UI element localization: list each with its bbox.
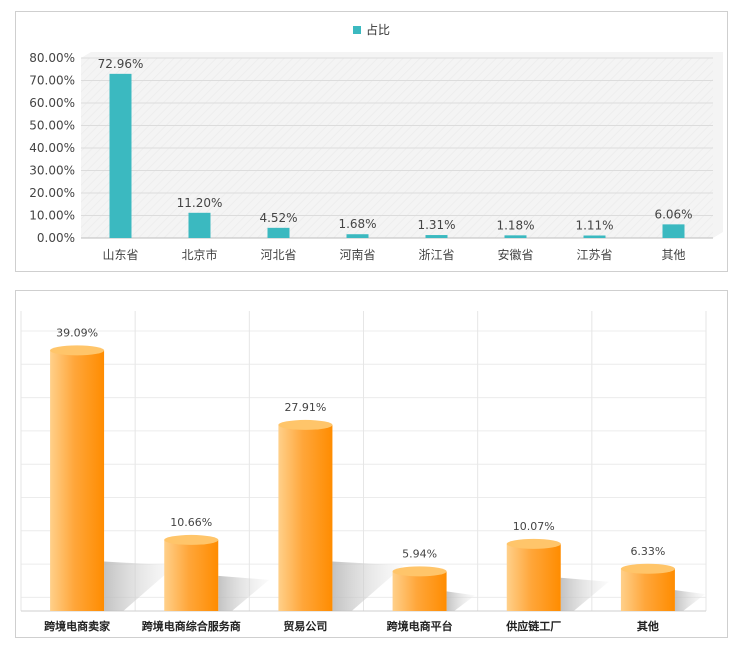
bar-其他 [620, 568, 675, 611]
y-tick-label: 70.00% [29, 74, 75, 88]
bar-shadow [560, 577, 609, 611]
bar-shadow [104, 561, 176, 611]
legend-swatch [353, 26, 361, 34]
x-tick-label: 跨境电商卖家 [44, 619, 111, 633]
bar-cap [164, 534, 219, 545]
province-share-chart: 0.00% 10.00% 20.00% 30.00% 40.00% 50.00% 60.00… [15, 11, 728, 272]
x-tick-label: 河南省 [339, 247, 375, 262]
x-tick-label: 其他 [661, 248, 685, 262]
y-tick-label: 80.00% [29, 51, 75, 65]
bar-shadow [332, 561, 404, 611]
data-label: 1.68% [338, 217, 376, 231]
bar-安徽省 [504, 235, 527, 238]
bar-shadow [446, 591, 475, 611]
bar-河北省 [267, 227, 290, 238]
bar-cap [506, 538, 561, 549]
data-label: 1.11% [575, 219, 613, 233]
bar-shadow [674, 590, 706, 611]
data-label: 4.52% [259, 211, 297, 225]
bar-山东省 [109, 73, 132, 238]
x-tick-label: 山东省 [102, 248, 138, 262]
bar-河南省 [346, 234, 369, 238]
y-tick-label: 50.00% [29, 119, 75, 133]
x-tick-label: 河北省 [260, 248, 296, 262]
bar-cap [278, 419, 333, 430]
data-label: 6.33% [630, 545, 665, 558]
y-tick-label: 40.00% [29, 141, 75, 155]
y-tick-label: 10.00% [29, 209, 75, 223]
bar-浙江省 [425, 235, 448, 238]
x-tick-label: 跨境电商综合服务商 [142, 619, 241, 633]
bar-北京市 [188, 212, 211, 238]
bar-其他 [662, 224, 685, 238]
x-tick-label: 江苏省 [576, 248, 612, 262]
x-tick-label: 供应链工厂 [505, 619, 561, 633]
y-tick-label: 30.00% [29, 164, 75, 178]
bar-跨境电商平台 [392, 571, 447, 611]
bar-跨境电商综合服务商 [164, 539, 219, 611]
x-tick-label: 北京市 [181, 247, 217, 262]
bar-cap [392, 566, 447, 577]
data-label: 1.18% [496, 218, 534, 232]
data-label: 1.31% [417, 218, 455, 232]
x-tick-label: 贸易公司 [283, 619, 327, 633]
x-tick-label: 安徽省 [497, 247, 533, 262]
seller-type-svg: 39.09% 跨境电商卖家 10.66% 跨境电商综合服务商 27.91% 贸易公司 5.9… [20, 311, 707, 633]
x-tick-label: 跨境电商平台 [387, 619, 453, 633]
y-tick-label: 20.00% [29, 186, 75, 200]
province-share-svg: 0.00% 10.00% 20.00% 30.00% 40.00% 50.00% 60.00… [29, 22, 723, 262]
data-label: 5.94% [402, 547, 437, 560]
legend-label: 占比 [366, 22, 390, 37]
bar-cap [50, 345, 105, 356]
data-label: 27.91% [284, 401, 326, 414]
bar-贸易公司 [278, 424, 333, 611]
data-label: 6.06% [654, 207, 692, 221]
bar-跨境电商卖家 [50, 350, 105, 611]
bar-cap [620, 563, 675, 574]
bar-江苏省 [583, 235, 606, 238]
data-label: 39.09% [56, 326, 98, 339]
data-label: 72.96% [98, 57, 144, 71]
data-label: 10.07% [513, 520, 555, 533]
data-label: 11.20% [177, 196, 223, 210]
y-tick-label: 60.00% [29, 96, 75, 110]
seller-type-chart: 39.09% 跨境电商卖家 10.66% 跨境电商综合服务商 27.91% 贸易公司 5.9… [15, 290, 728, 638]
y-tick-label: 0.00% [37, 231, 75, 245]
bar-shadow [218, 575, 270, 611]
x-tick-label: 其他 [637, 619, 659, 633]
bar-供应链工厂 [506, 543, 561, 611]
x-tick-label: 浙江省 [418, 248, 454, 262]
data-label: 10.66% [170, 516, 212, 529]
